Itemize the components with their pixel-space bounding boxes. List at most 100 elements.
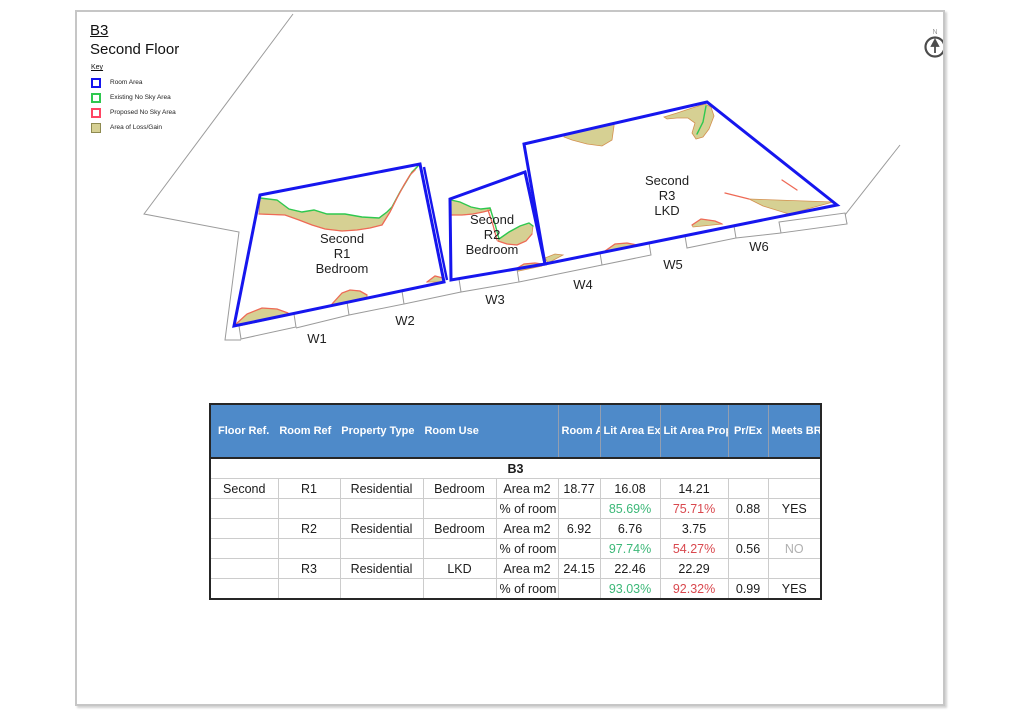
- legend-label: Room Area: [110, 79, 143, 86]
- table-cell: [727, 478, 769, 499]
- table-cell: 16.08: [599, 478, 661, 499]
- table-cell: 6.76: [599, 518, 661, 539]
- window-label-w1: W1: [307, 331, 327, 346]
- header-lit-area-existing: Lit Area Existing: [599, 404, 661, 459]
- group-row: B3: [209, 457, 822, 479]
- legend-item: Area of Loss/Gain: [91, 120, 176, 135]
- table-row: % of room 93.03% 92.32% 0.99 YES: [209, 578, 822, 600]
- header-room-ref: Room Ref: [279, 425, 332, 437]
- table-cell: 24.15: [557, 558, 601, 579]
- table-cell: 22.46: [599, 558, 661, 579]
- table-row: Second R1 Residential Bedroom Area m2 18.77 16…: [209, 478, 822, 499]
- table-cell: [767, 558, 822, 579]
- table-cell: R3: [277, 558, 341, 579]
- table-cell: [277, 538, 341, 559]
- table-cell: 54.27%: [659, 538, 729, 559]
- room-r1-label: Bedroom: [316, 261, 369, 276]
- north-arrow-icon: N: [924, 29, 943, 58]
- table-cell: Second: [209, 478, 279, 499]
- header-pr-ex: Pr/Ex: [727, 404, 769, 459]
- table-cell: [767, 478, 822, 499]
- table-cell: 18.77: [557, 478, 601, 499]
- room-r1-label: Second: [320, 231, 364, 246]
- room-r3-label: Second: [645, 173, 689, 188]
- floor-title: Second Floor: [90, 41, 180, 58]
- table-cell: % of room: [495, 578, 559, 600]
- table-cell: [209, 538, 279, 559]
- window-w6: [778, 212, 848, 234]
- room-r1-wall: [422, 166, 449, 281]
- table-cell: 0.56: [727, 538, 769, 559]
- table-cell: [422, 498, 497, 519]
- table-cell: Residential: [339, 558, 424, 579]
- room-r3-label: LKD: [654, 203, 679, 218]
- windows: [238, 212, 848, 340]
- table-cell: [767, 518, 822, 539]
- table-cell: 14.21: [659, 478, 729, 499]
- table-row: R2 Residential Bedroom Area m2 6.92 6.76 3.75: [209, 518, 822, 539]
- room-outlines: [232, 100, 841, 328]
- table-cell: R2: [277, 518, 341, 539]
- site-outline: [143, 13, 901, 341]
- table-cell: % of room: [495, 538, 559, 559]
- window-label-w6: W6: [749, 239, 769, 254]
- header-room-area: Room Area: [557, 404, 601, 459]
- table-cell: LKD: [422, 558, 497, 579]
- room-r2-label: Second: [470, 212, 514, 227]
- table-cell: [209, 578, 279, 600]
- table-cell: 75.71%: [659, 498, 729, 519]
- table-cell: [727, 558, 769, 579]
- table-cell: [339, 578, 424, 600]
- table-cell: [277, 498, 341, 519]
- table-row: R3 Residential LKD Area m2 24.15 22.46 22.29: [209, 558, 822, 579]
- table-cell: [209, 558, 279, 579]
- table-cell: 0.99: [727, 578, 769, 600]
- table-cell: [339, 498, 424, 519]
- legend-item: Room Area: [91, 75, 176, 90]
- header-meets-bre: Meets BRE Criteria: [767, 404, 822, 459]
- window-label-w4: W4: [573, 277, 593, 292]
- table-cell: Residential: [339, 478, 424, 499]
- table-cell: 92.32%: [659, 578, 729, 600]
- legend-label: Proposed No Sky Area: [110, 109, 176, 116]
- table-cell: 3.75: [659, 518, 729, 539]
- window-label-w5: W5: [663, 257, 683, 272]
- room-r3-outline: [522, 100, 841, 266]
- table-cell: 85.69%: [599, 498, 661, 519]
- table-cell: Area m2: [495, 558, 559, 579]
- table-cell: [209, 498, 279, 519]
- room-r3-label: R3: [659, 188, 676, 203]
- header-left-group: Floor Ref. Room Ref Property Type Room U…: [210, 404, 559, 459]
- table-cell: [557, 538, 601, 559]
- north-label: N: [932, 29, 937, 36]
- table-cell: 22.29: [659, 558, 729, 579]
- legend-title: Key: [91, 64, 104, 71]
- window-label-w2: W2: [395, 313, 415, 328]
- table-cell: [209, 518, 279, 539]
- legend-item: Proposed No Sky Area: [91, 105, 176, 120]
- floor-plan-svg: Second R1 Bedroom Second R2 Bedroom Seco…: [143, 13, 943, 346]
- room-r2-label: R2: [484, 227, 501, 242]
- table-cell: Area m2: [495, 478, 559, 499]
- table-row: % of room 97.74% 54.27% 0.56 NO: [209, 538, 822, 559]
- table-body: Second R1 Residential Bedroom Area m2 18.77 16…: [209, 478, 822, 600]
- table-cell: 97.74%: [599, 538, 661, 559]
- table-cell: Area m2: [495, 518, 559, 539]
- table-cell: [557, 578, 601, 600]
- proposed-no-sky-swatch-icon: [91, 107, 101, 118]
- table-cell: NO: [767, 538, 822, 559]
- table-cell: Residential: [339, 518, 424, 539]
- room-r2-label: Bedroom: [466, 242, 519, 257]
- room-labels: Second R1 Bedroom Second R2 Bedroom Seco…: [316, 173, 689, 276]
- window-labels: W1 W2 W3 W4 W5 W6: [307, 239, 769, 346]
- legend: Key Room Area Existing No Sky Area Propo…: [91, 64, 176, 135]
- table-cell: 6.92: [557, 518, 601, 539]
- page-title: B3: [90, 22, 109, 39]
- window-label-w3: W3: [485, 292, 505, 307]
- room-r1-label: R1: [334, 246, 351, 261]
- group-label: B3: [209, 457, 822, 479]
- table-cell: [422, 578, 497, 600]
- header-room-use: Room Use: [424, 425, 479, 437]
- drawing-page: B3 Second Floor Key Room Area Existing N…: [75, 10, 945, 706]
